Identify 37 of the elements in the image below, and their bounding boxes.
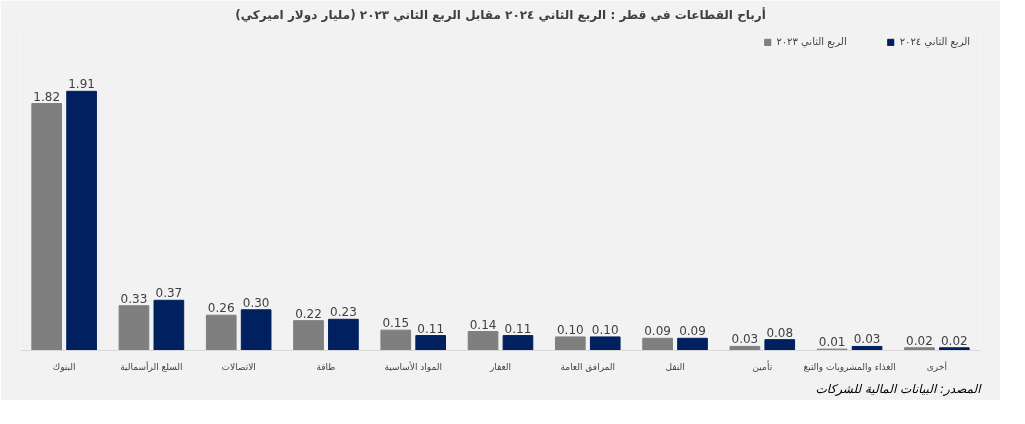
x-tick-label: أخرى bbox=[926, 360, 947, 372]
data-label: 0.23 bbox=[330, 305, 357, 320]
data-label: 1.91 bbox=[68, 77, 95, 92]
x-tick-label: الاتصالات bbox=[221, 361, 256, 372]
data-label: 0.09 bbox=[644, 324, 671, 339]
data-label: 0.02 bbox=[940, 333, 968, 348]
x-tick-label: السلع الرأسمالية bbox=[120, 360, 183, 372]
data-label: 0.26 bbox=[207, 301, 235, 316]
x-tick-label: النقل bbox=[665, 361, 685, 372]
data-label: 0.10 bbox=[591, 322, 619, 337]
data-label: 0.37 bbox=[155, 286, 183, 301]
data-label: 0.15 bbox=[382, 316, 410, 331]
data-label: 0.08 bbox=[766, 325, 794, 340]
data-label: 0.14 bbox=[469, 317, 497, 332]
text: المصدر: البيانات المالية للشركات bbox=[815, 381, 983, 396]
data-label: 0.11 bbox=[417, 321, 445, 336]
x-tick-label: البنوك bbox=[52, 361, 76, 372]
x-tick-label: العقار bbox=[488, 361, 512, 372]
x-tick-label: تأمين bbox=[752, 359, 773, 372]
data-label: 0.33 bbox=[120, 291, 148, 306]
legend-label: الربع الثاني ٢٠٢٤ bbox=[899, 36, 970, 47]
data-label: 0.22 bbox=[295, 306, 322, 321]
data-label: 0.09 bbox=[679, 324, 706, 339]
data-label: 0.03 bbox=[731, 332, 759, 347]
data-label: 0.03 bbox=[853, 332, 881, 347]
data-label: 1.82 bbox=[33, 89, 61, 104]
data-label: 0.11 bbox=[504, 321, 532, 336]
data-label: 0.01 bbox=[818, 335, 846, 350]
chart-title: أرباح القطاعات في قطر : الربع الثاني ٢٠٢٤ مقابل الربع الثاني ٢٠٢٣ (مليار دولار اميركي) bbox=[235, 6, 766, 23]
data-label: 0.10 bbox=[556, 322, 584, 337]
x-tick-label: المواد الأساسية bbox=[384, 360, 442, 372]
x-tick-label: طاقة bbox=[316, 361, 336, 372]
data-label: 0.30 bbox=[242, 295, 270, 310]
x-tick-label: الغذاء والمشروبات والتبغ bbox=[803, 361, 896, 372]
x-tick-label: المرافق العامة bbox=[560, 361, 616, 372]
data-label: 0.02 bbox=[906, 333, 933, 348]
legend-label: الربع الثاني ٢٠٢٣ bbox=[776, 36, 847, 47]
